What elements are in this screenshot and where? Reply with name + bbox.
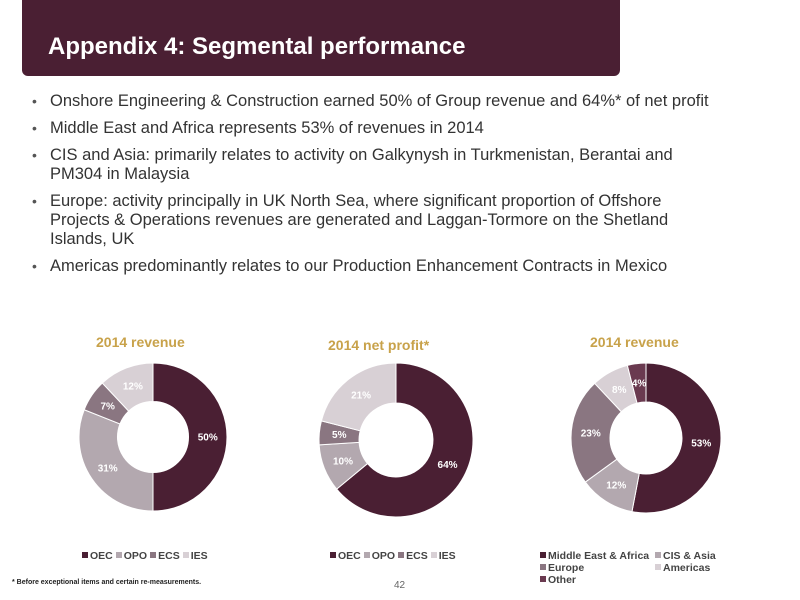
data-label: 7% [100,402,115,413]
legend-label: Other [548,574,577,586]
bullet-line: Americas predominantly relates to our Pr… [50,257,668,275]
bullet-item: Middle East and Africa represents 53% of… [30,119,770,138]
data-label: 4% [632,378,647,389]
legend-swatch [82,552,88,558]
legend-row: Other [540,574,770,586]
donut-chart-net-profit: 64% 10% 5% 21% [318,362,474,518]
legend-item: IES [430,550,456,562]
bullet-line: Middle East and Africa represents 53% of… [50,119,484,137]
data-label: 21% [351,390,371,401]
data-label: 31% [98,463,118,474]
data-label: 10% [333,456,353,467]
bullet-list: Onshore Engineering & Construction earne… [30,92,770,284]
legend-swatch [115,552,122,558]
data-label: 12% [606,480,626,491]
legend-item: OEC [330,550,361,562]
legend-label: OPO [371,550,396,562]
legend-swatch [430,552,437,558]
legend-row: Middle East & Africa CIS & Asia [540,550,770,562]
data-label: 23% [581,428,601,439]
legend-swatch [150,552,157,558]
legend-item: Americas [655,562,770,574]
data-label: 12% [123,382,143,393]
legend-item: Middle East & Africa [540,550,655,562]
donut-slice [78,409,154,512]
legend-item: CIS & Asia [655,550,770,562]
legend-label: ECS [406,550,428,562]
bullet-item: CIS and Asia: primarily relates to activ… [30,146,770,184]
data-label: 8% [612,385,627,396]
legend-swatch [540,552,546,558]
legend-label: IES [190,550,208,562]
legend-item: OPO [363,550,396,562]
legend-item: Europe [540,562,655,574]
bullet-line: CIS and Asia: primarily relates to activ… [50,146,673,164]
legend-swatch [363,552,370,558]
legend-swatch [182,552,189,558]
donut-slice [335,362,474,518]
legend-label: CIS & Asia [663,550,716,562]
data-label: 5% [332,430,347,441]
legend-item: OEC [82,550,113,562]
data-label: 50% [198,433,218,444]
page-number: 42 [394,580,406,591]
legend-swatch [330,552,336,558]
legend-label: ECS [158,550,180,562]
legend-item: OPO [115,550,148,562]
bullet-line: Onshore Engineering & Construction earne… [50,92,709,110]
legend-label: OPO [123,550,148,562]
legend-revenue-segment: OEC OPO ECS IES [82,550,211,562]
legend-label: Americas [663,562,711,574]
legend-item: ECS [398,550,428,562]
legend-swatch [655,564,661,570]
bullet-item: Europe: activity principally in UK North… [30,192,770,249]
legend-label: OEC [338,550,361,562]
legend-net-profit: OEC OPO ECS IES [330,550,459,562]
title-bar: Appendix 4: Segmental performance [22,0,620,76]
legend-item: ECS [150,550,180,562]
bullet-line: Islands, UK [50,230,135,248]
legend-swatch [655,552,661,558]
data-label: 64% [438,460,458,471]
data-label: 53% [691,439,711,450]
legend-label: Europe [548,562,585,574]
donut-chart-revenue-segment: 50% 31% 7% 12% [78,362,228,512]
legend-item: Other [540,574,680,586]
legend-swatch [398,552,405,558]
footnote: * Before exceptional items and certain r… [12,579,202,586]
donut-slice [626,362,647,404]
bullet-line: PM304 in Malaysia [50,165,190,183]
legend-item: IES [182,550,208,562]
bullet-item: Americas predominantly relates to our Pr… [30,257,770,276]
chart-title-revenue-segment: 2014 revenue [96,334,185,350]
legend-label: Middle East & Africa [548,550,650,562]
donut-chart-revenue-region: 53% 12% 23% 8% 4% [570,362,722,514]
legend-label: IES [438,550,456,562]
donut-slice [152,362,228,512]
donut-slice [320,362,397,432]
legend-label: OEC [90,550,113,562]
chart-title-net-profit: 2014 net profit* [328,337,430,353]
donut-slice [570,382,623,483]
legend-row: Europe Americas [540,562,770,574]
legend-swatch [540,576,546,582]
donut-slice [101,362,154,412]
donut-slice [631,362,722,514]
bullet-line: Europe: activity principally in UK North… [50,192,662,210]
chart-title-revenue-region: 2014 revenue [590,334,679,350]
bullet-item: Onshore Engineering & Construction earne… [30,92,770,111]
page-title: Appendix 4: Segmental performance [48,33,466,60]
legend-revenue-region: Middle East & Africa CIS & Asia Europe Amer… [540,550,770,586]
bullet-line: Projects & Operations revenues are gener… [50,211,669,229]
legend-swatch [540,564,546,570]
